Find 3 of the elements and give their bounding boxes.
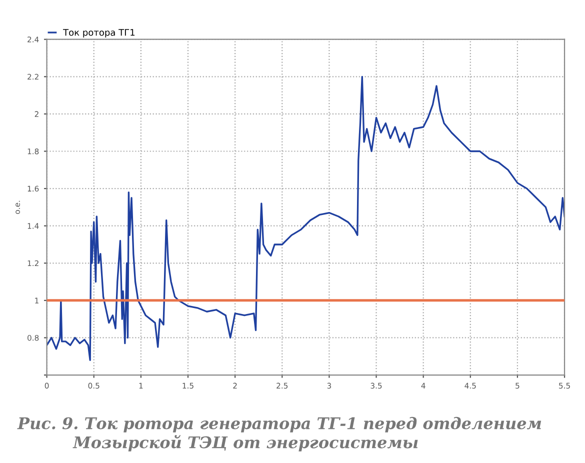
- text: Ток ротора ТГ1: [63, 29, 135, 38]
- line-series: [46, 76, 565, 361]
- text: Рис. 9. Ток ротора генератора ТГ-1 перед отделением Мозырской ТЭЦ от энергосистемы: [17, 416, 542, 452]
